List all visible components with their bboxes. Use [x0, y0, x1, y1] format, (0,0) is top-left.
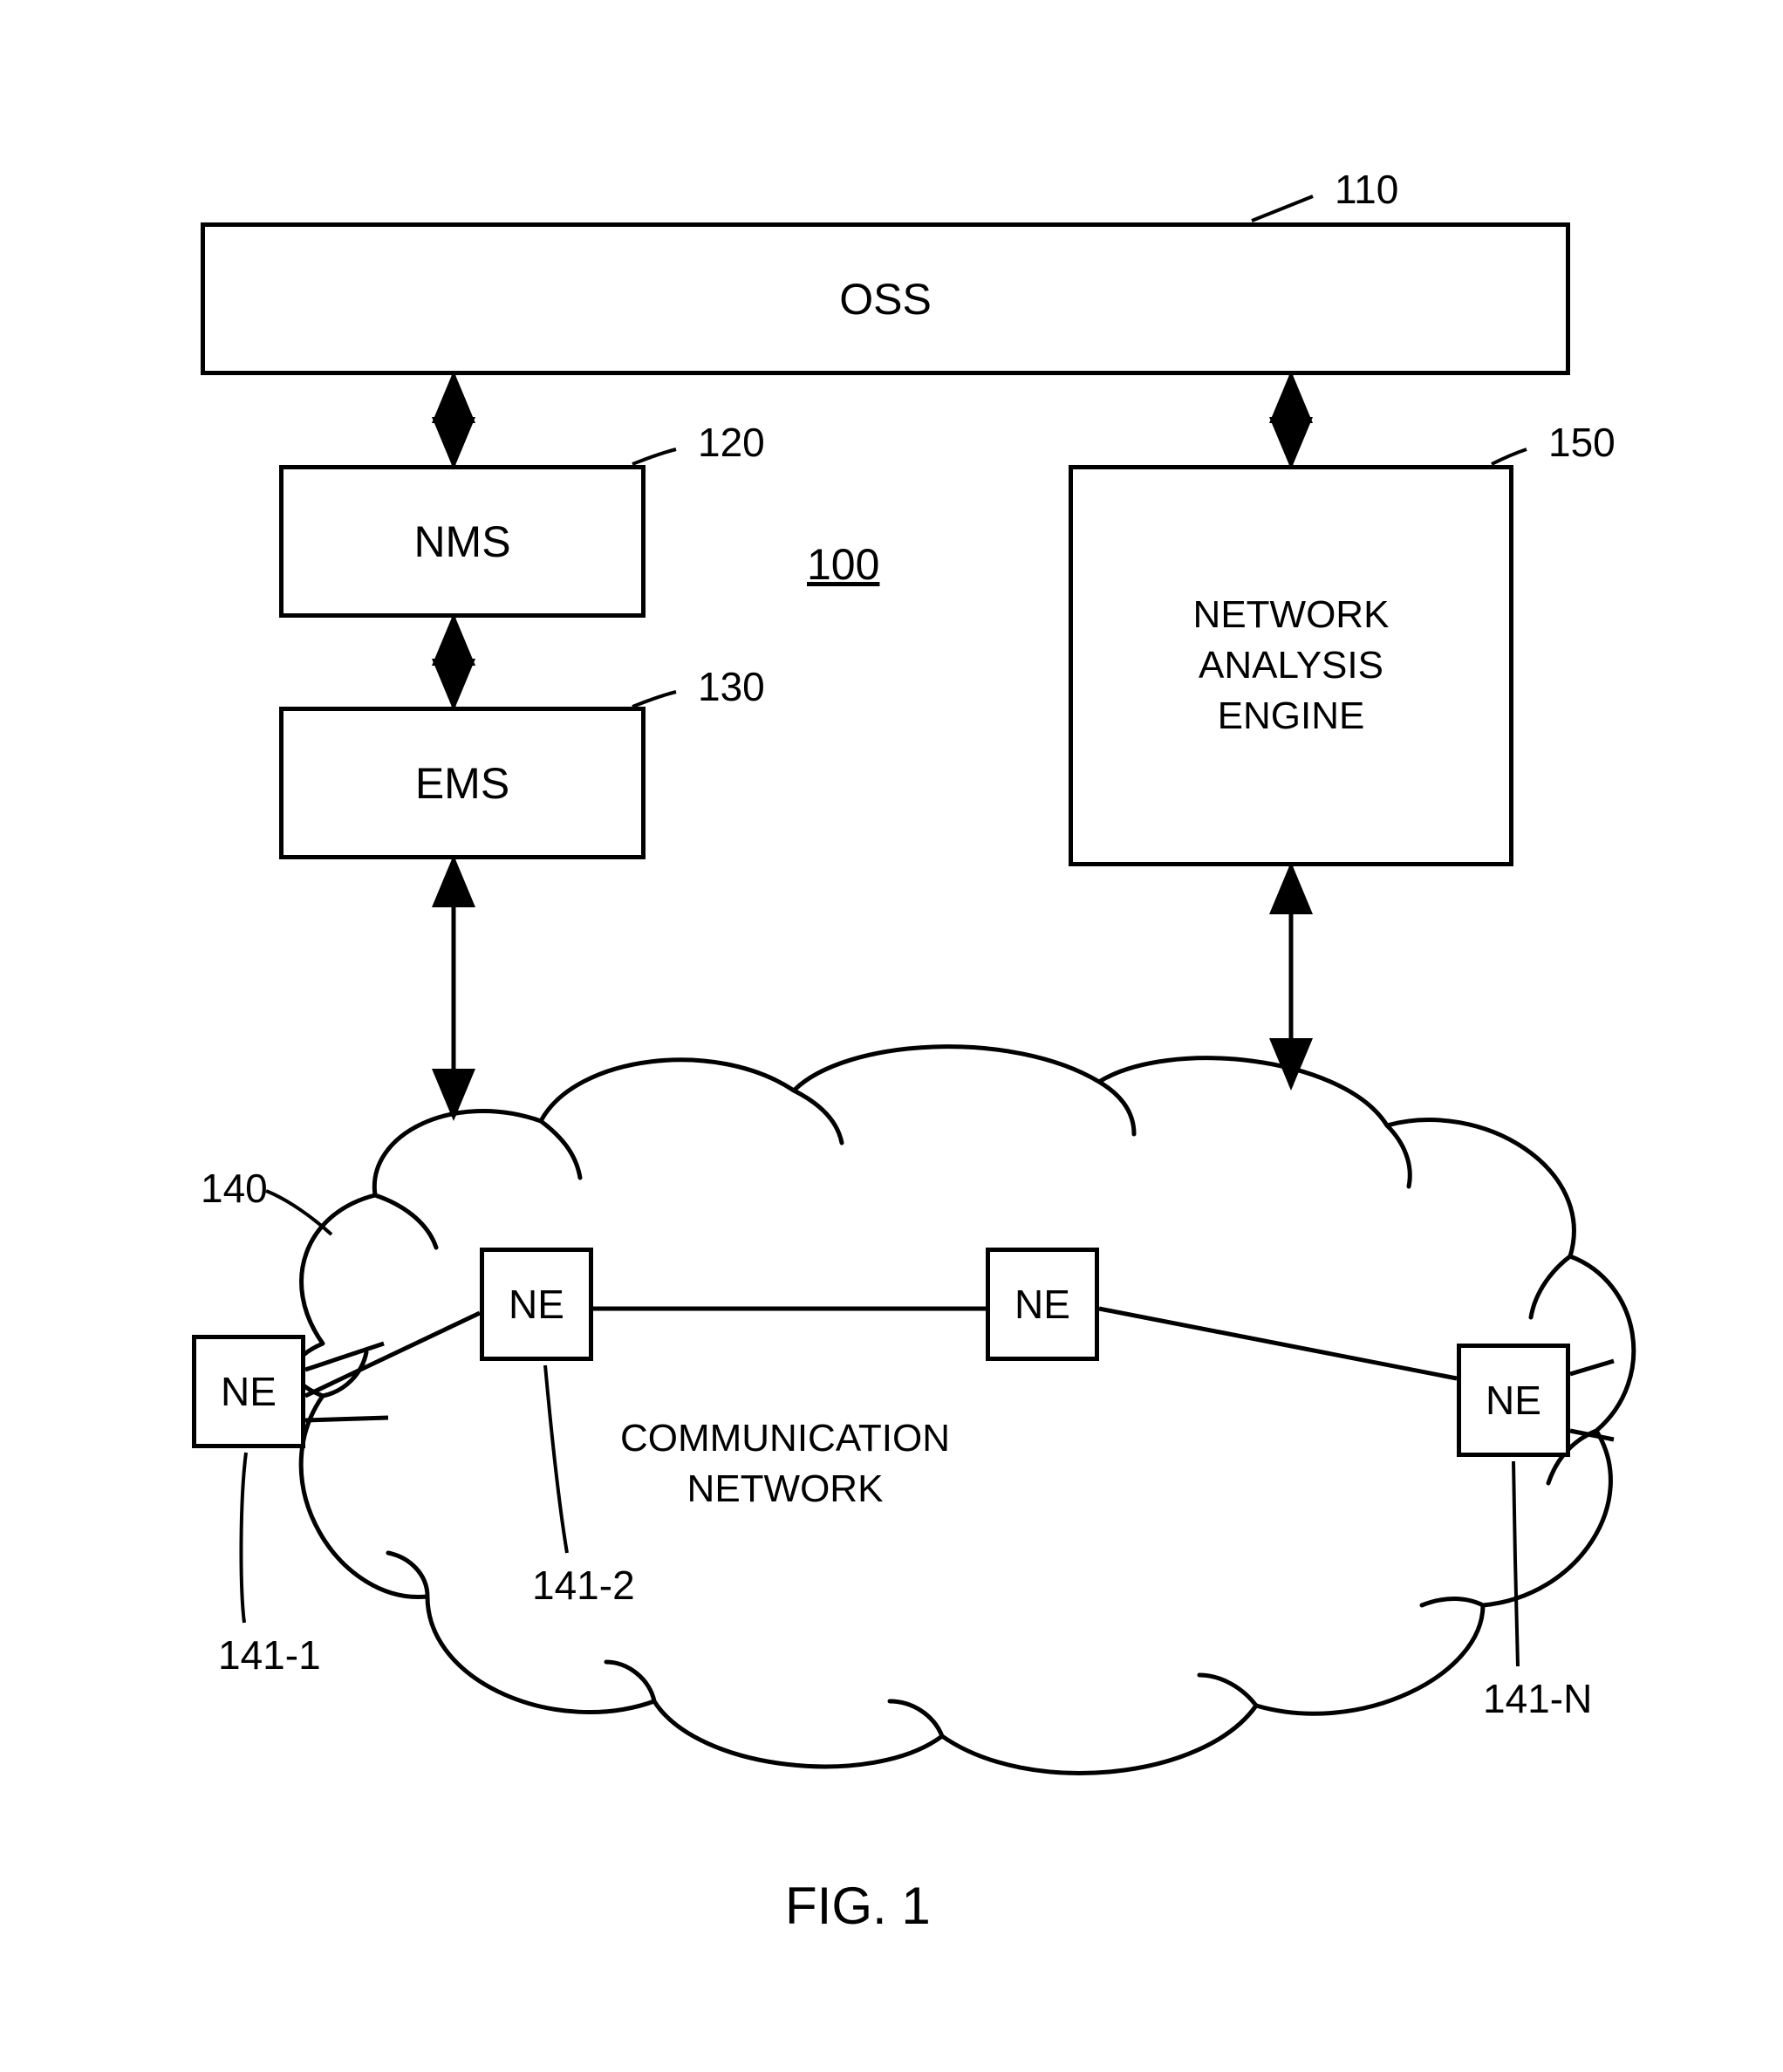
network-analysis-engine-box: NETWORKANALYSISENGINE — [1069, 465, 1513, 866]
oss-label: OSS — [839, 274, 932, 325]
reference-label: 120 — [698, 419, 765, 466]
ems-label: EMS — [415, 758, 509, 809]
ne-box: NE — [986, 1248, 1099, 1361]
ne-reference-label: 141-N — [1483, 1675, 1592, 1722]
nms-box: NMS — [279, 465, 646, 618]
nae-label: NETWORKANALYSISENGINE — [1193, 590, 1390, 742]
ne-reference-label: 141-2 — [532, 1562, 635, 1609]
ems-box: EMS — [279, 707, 646, 859]
ne-box: NE — [480, 1248, 593, 1361]
reference-label: 130 — [698, 663, 765, 710]
nms-label: NMS — [413, 516, 510, 567]
reference-label: 150 — [1548, 419, 1616, 466]
figure-label: FIG. 1 — [785, 1876, 931, 1936]
ne-box: NE — [1457, 1344, 1570, 1457]
reference-label: 110 — [1335, 166, 1398, 213]
ne-box: NE — [192, 1335, 305, 1448]
cloud-label: COMMUNICATIONNETWORK — [593, 1413, 977, 1515]
system-reference-label: 100 — [807, 539, 879, 590]
ne-reference-label: 141-1 — [218, 1631, 321, 1679]
diagram-canvas: OSS NMS EMS NETWORKANALYSISENGINE 100 NE… — [0, 0, 1783, 2072]
reference-label: 140 — [201, 1165, 268, 1212]
oss-box: OSS — [201, 222, 1570, 375]
